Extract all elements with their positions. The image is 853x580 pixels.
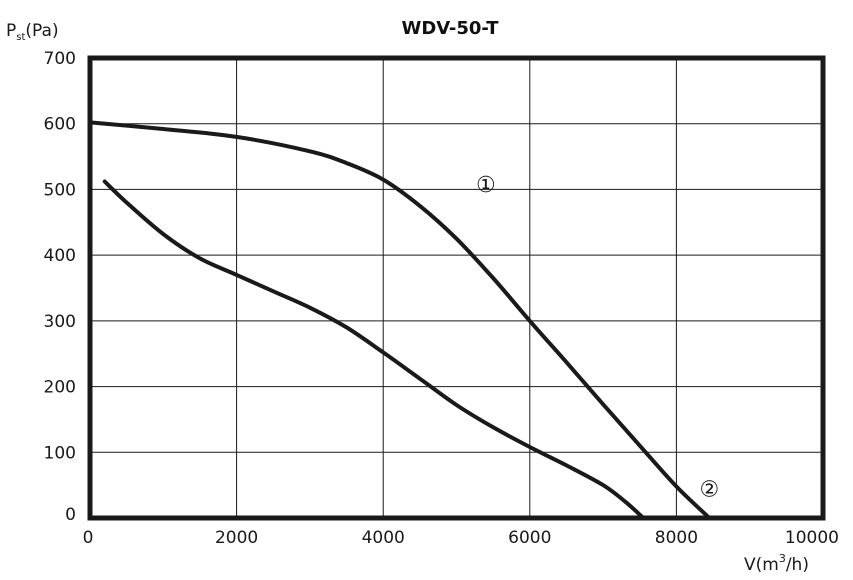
chart-title: WDV-50-T	[401, 18, 499, 39]
x-axis-label-main: V(m	[744, 555, 779, 575]
x-axis-label-sup: 3	[779, 552, 786, 565]
y-axis-label-sub: st	[16, 32, 25, 43]
y-tick-label: 300	[44, 312, 76, 332]
x-tick-label: 4000	[362, 528, 405, 548]
y-axis-label-unit: (Pa)	[25, 21, 58, 41]
curves	[88, 120, 712, 520]
x-tick-label: 6000	[508, 528, 551, 548]
y-tick-label: 200	[44, 378, 76, 398]
curve-markers: ①②	[476, 173, 719, 502]
x-axis-label: V(m3/h)	[744, 552, 809, 575]
tick-labels: 0 2000 4000 6000 8000 10000 0 100 200 300 400 500 60…	[44, 49, 839, 548]
curve-marker-2: ②	[700, 477, 720, 502]
y-tick-label: 600	[44, 115, 76, 135]
x-tick-label: 10000	[785, 528, 839, 548]
series-line-1	[88, 120, 712, 520]
y-tick-label: 100	[44, 443, 76, 463]
plot-frame	[87, 55, 826, 521]
y-axis-label-main: P	[6, 21, 16, 41]
x-axis-label-unit: /h)	[786, 555, 809, 575]
series-line-2	[102, 179, 646, 520]
x-tick-label: 2000	[215, 528, 258, 548]
y-tick-label: 0	[65, 505, 76, 525]
y-tick-label: 400	[44, 246, 76, 266]
grid	[89, 57, 824, 519]
curve-marker-1: ①	[476, 173, 496, 198]
y-tick-label: 500	[44, 180, 76, 200]
x-tick-label: 0	[83, 528, 94, 548]
y-axis-label: Pst(Pa)	[6, 21, 59, 43]
x-tick-label: 8000	[655, 528, 698, 548]
y-tick-label: 700	[44, 49, 76, 69]
